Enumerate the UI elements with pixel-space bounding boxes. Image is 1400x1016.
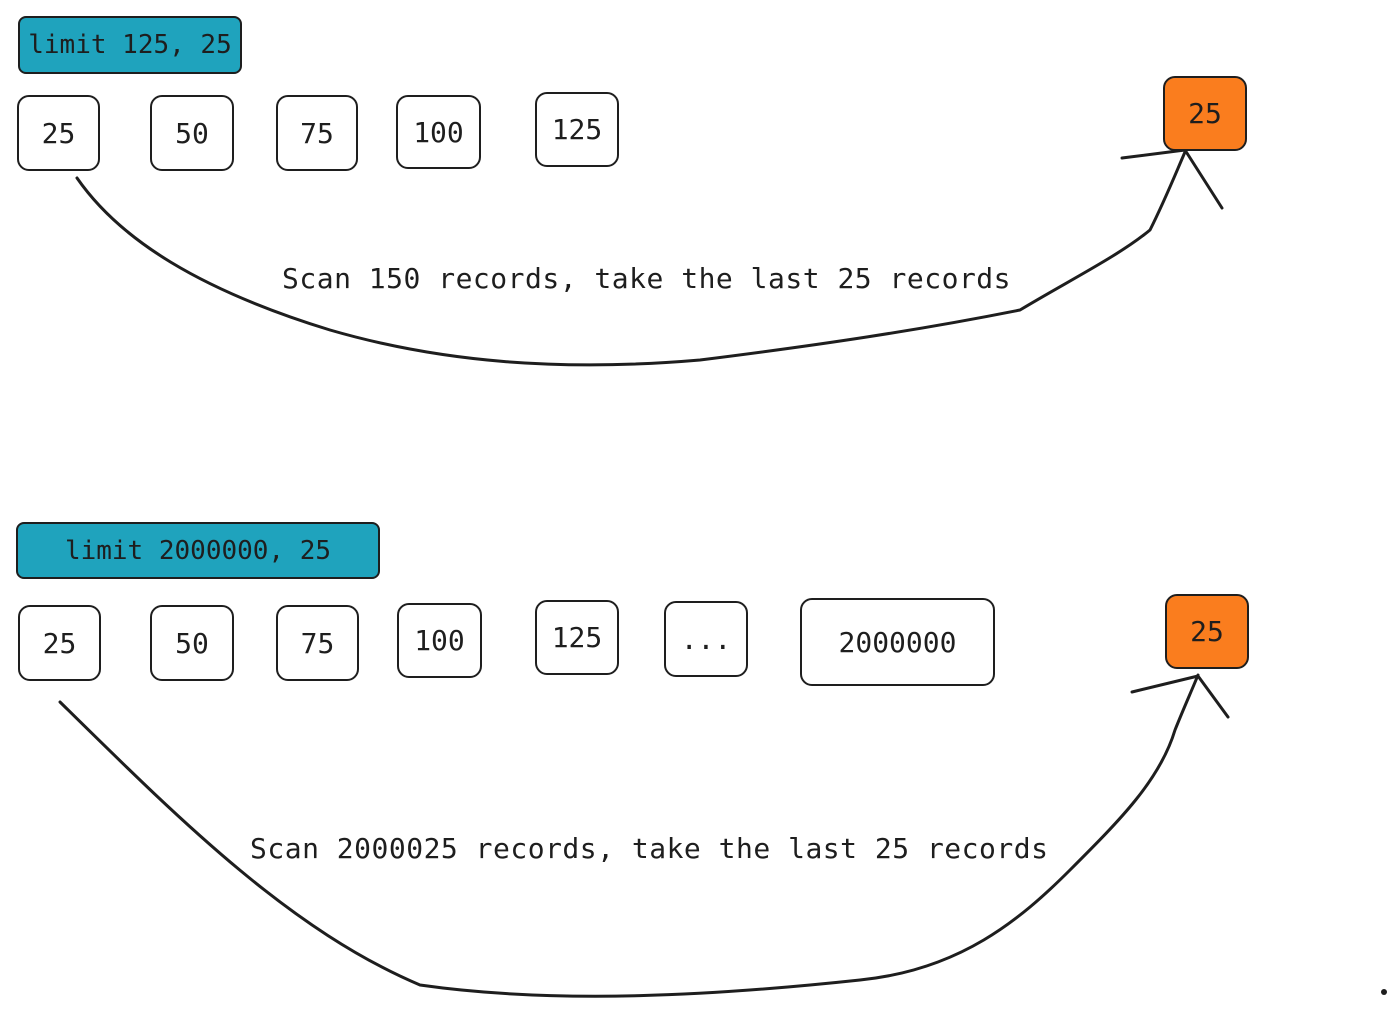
stray-dot [1381,989,1387,995]
record-box: 50 [150,605,234,681]
record-box: 100 [396,95,481,169]
result-box-1: 25 [1163,76,1247,151]
scan-caption-1: Scan 150 records, take the last 25 recor… [282,262,1012,295]
scan-arrow-2 [58,673,1200,998]
query-tag-2: limit 2000000, 25 [16,522,380,579]
record-box: 125 [535,600,619,675]
record-box: 125 [535,92,619,167]
record-box: 2000000 [800,598,995,686]
query-tag-1: limit 125, 25 [18,16,242,74]
result-box-2: 25 [1165,594,1249,669]
record-box: 25 [17,95,100,171]
record-box: ... [664,601,748,677]
record-box: 50 [150,95,234,171]
record-box: 75 [276,605,359,681]
scan-caption-2: Scan 2000025 records, take the last 25 r… [250,832,1049,865]
record-box: 25 [18,605,101,681]
record-box: 100 [397,603,482,678]
scan-arrow-1 [75,150,1187,367]
record-box: 75 [276,95,358,171]
arrowhead-2 [1130,674,1230,719]
